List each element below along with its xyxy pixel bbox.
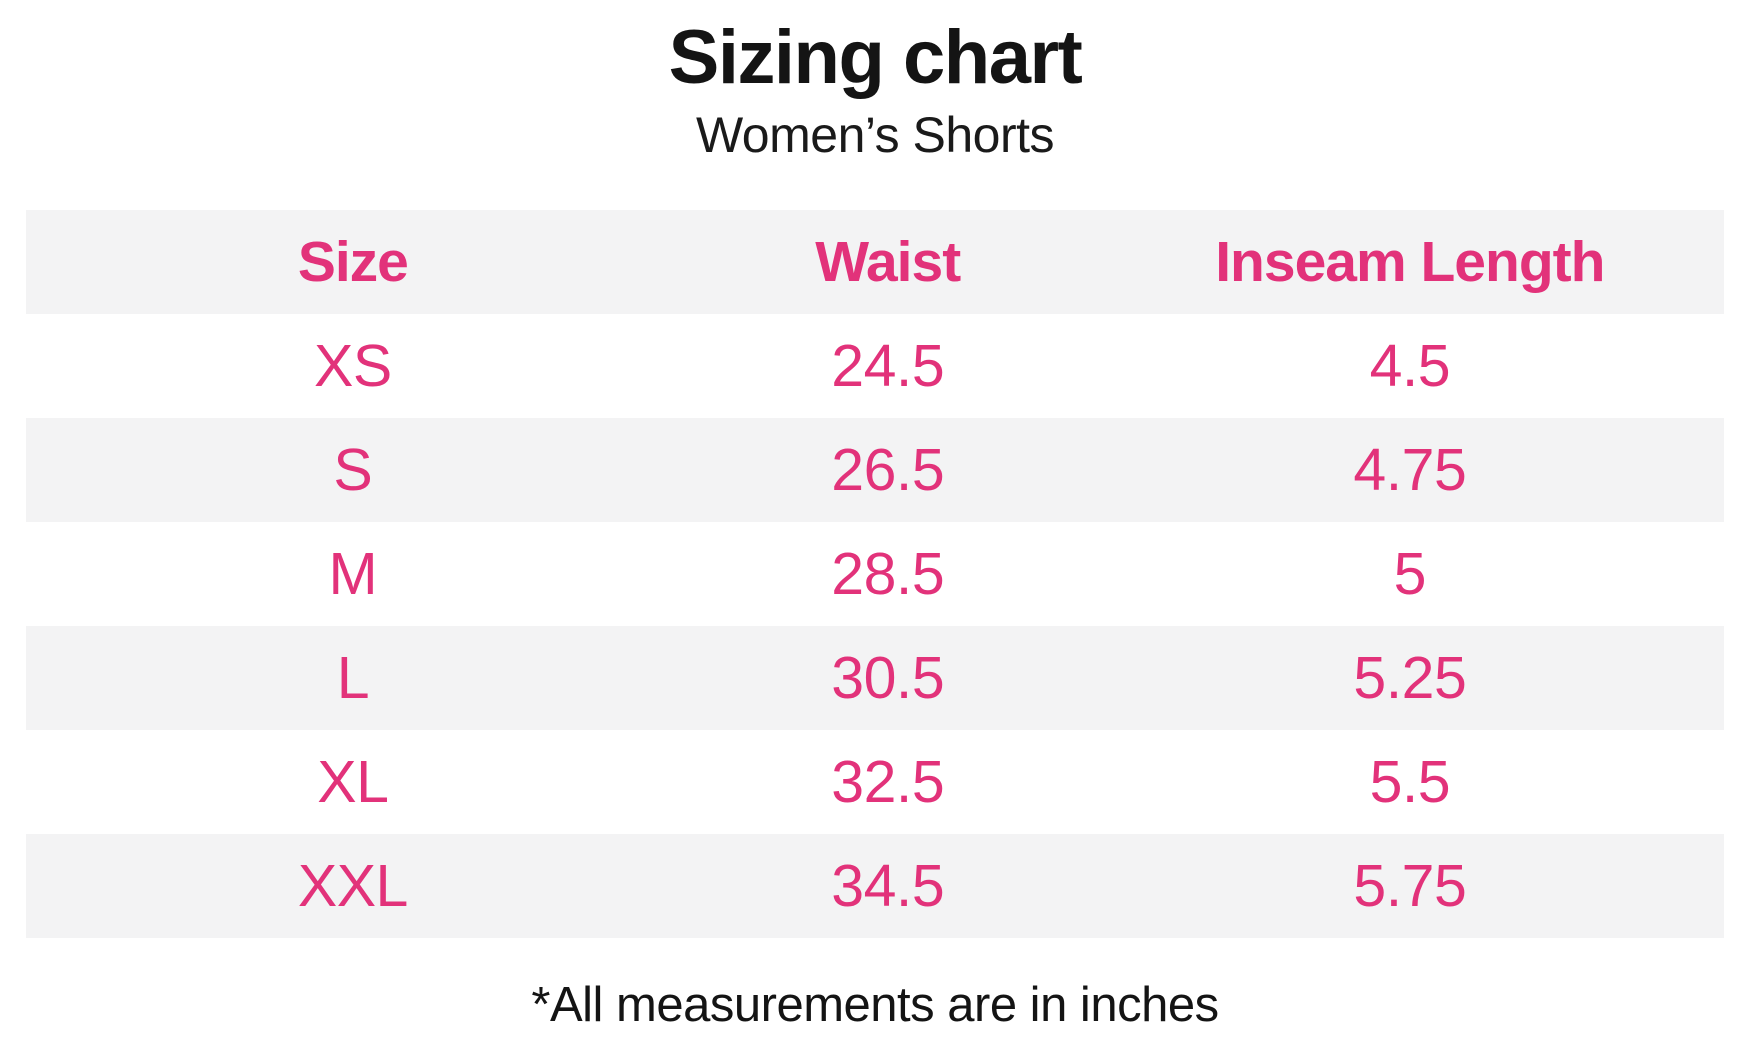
measurements-footnote: *All measurements are in inches [531, 978, 1219, 1032]
page-title: Sizing chart [668, 15, 1083, 100]
cell-size: XS [314, 332, 392, 399]
cell-waist: 24.5 [831, 332, 945, 399]
cell-inseam: 5.75 [1353, 852, 1467, 919]
cell-size: S [333, 436, 373, 503]
cell-waist: 30.5 [831, 644, 945, 711]
cell-waist: 28.5 [831, 540, 945, 607]
cell-size: XL [317, 748, 389, 815]
cell-size: XXL [297, 852, 409, 919]
cell-inseam: 4.5 [1369, 332, 1451, 399]
column-header-inseam-length: Inseam Length [1215, 229, 1605, 294]
cell-size: M [328, 540, 378, 607]
column-header-size: Size [297, 229, 409, 294]
sizing-table: Size Waist Inseam Length XS 24.5 4.5 S 2… [26, 210, 1724, 938]
table-row-l: L 30.5 5.25 [26, 626, 1724, 730]
column-header-waist: Waist [815, 229, 961, 294]
cell-waist: 34.5 [831, 852, 945, 919]
table-row-m: M 28.5 5 [26, 522, 1724, 626]
cell-inseam: 4.75 [1353, 436, 1467, 503]
page-subtitle: Women’s Shorts [696, 107, 1054, 163]
table-row-xxl: XXL 34.5 5.75 [26, 834, 1724, 938]
table-row-s: S 26.5 4.75 [26, 418, 1724, 522]
table-header-row: Size Waist Inseam Length [26, 210, 1724, 314]
cell-waist: 26.5 [831, 436, 945, 503]
table-row-xl: XL 32.5 5.5 [26, 730, 1724, 834]
table-row-xs: XS 24.5 4.5 [26, 314, 1724, 418]
cell-waist: 32.5 [831, 748, 945, 815]
cell-inseam: 5 [1393, 540, 1427, 607]
cell-inseam: 5.25 [1353, 644, 1467, 711]
cell-inseam: 5.5 [1369, 748, 1451, 815]
cell-size: L [336, 644, 370, 711]
